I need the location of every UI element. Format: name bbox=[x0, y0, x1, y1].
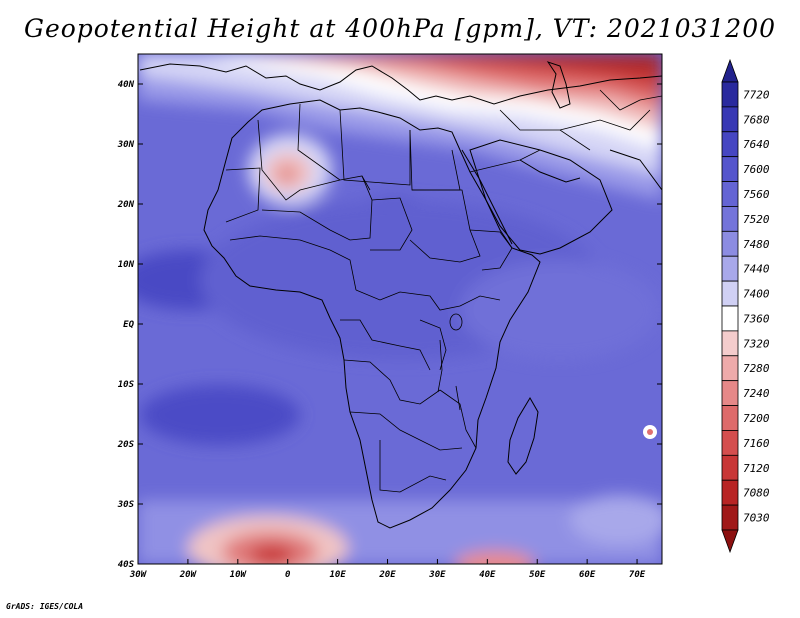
lon-tick-label: 40E bbox=[479, 570, 496, 580]
africa-coastline bbox=[203, 99, 541, 529]
colorbar-swatch bbox=[721, 280, 739, 307]
colorbar-swatch bbox=[721, 106, 739, 133]
colorbar-swatch bbox=[721, 330, 739, 357]
footer-credit: GrADS: IGES/COLA bbox=[6, 602, 84, 611]
lon-tick-label: 60E bbox=[579, 570, 596, 580]
colorbar-label: 7160 bbox=[743, 437, 770, 450]
lat-tick-label: 20S bbox=[117, 440, 135, 450]
colorbar-label: 7440 bbox=[743, 263, 770, 276]
red-sea-coastline bbox=[461, 149, 513, 245]
colorbar-top-arrow bbox=[721, 58, 739, 83]
colorbar-swatch bbox=[721, 206, 739, 232]
colorbar-label: 7240 bbox=[743, 387, 770, 400]
border-line bbox=[355, 289, 501, 311]
border-line bbox=[297, 103, 341, 181]
lon-tick-label: 0 bbox=[285, 570, 291, 580]
coastlines bbox=[139, 61, 662, 529]
lat-tick-label: 20N bbox=[117, 200, 135, 210]
latitude-axis: 40N 30N 20N 10N EQ 10S 20S 30S 40S bbox=[117, 80, 662, 570]
colorbar-label: 7280 bbox=[743, 362, 770, 375]
border-line bbox=[469, 149, 541, 173]
colorbar-swatch bbox=[721, 504, 739, 531]
colorbar-bottom-arrow bbox=[721, 529, 739, 554]
colorbar-swatch bbox=[721, 380, 739, 406]
height-field bbox=[138, 54, 662, 564]
lakes bbox=[437, 313, 463, 411]
lat-tick-label: 10S bbox=[118, 380, 135, 390]
country-borders bbox=[225, 89, 662, 493]
colorbar-swatch bbox=[721, 181, 739, 207]
lon-tick-label: 10W bbox=[230, 570, 248, 580]
border-line bbox=[469, 229, 513, 271]
lon-tick-label: 20W bbox=[179, 570, 198, 580]
lon-tick-label: 10E bbox=[329, 570, 346, 580]
border-line bbox=[225, 167, 261, 223]
colorbar-label: 7320 bbox=[743, 337, 770, 350]
colorbar-label: 7400 bbox=[743, 288, 770, 301]
lon-tick-label: 30W bbox=[129, 570, 148, 580]
colorbar-label: 7080 bbox=[743, 487, 770, 500]
border-line bbox=[379, 440, 447, 493]
lon-tick-label: 50E bbox=[529, 570, 546, 580]
colorbar-swatch bbox=[721, 454, 739, 481]
lake-malawi bbox=[455, 385, 461, 411]
border-line bbox=[409, 189, 481, 263]
caspian-sea-coastline bbox=[546, 61, 571, 109]
border-line bbox=[343, 359, 441, 405]
lat-tick-label: EQ bbox=[123, 320, 134, 330]
island-anomaly-core bbox=[647, 429, 653, 435]
lon-tick-label: 30E bbox=[428, 570, 446, 580]
colorbar-swatch bbox=[721, 305, 739, 332]
colorbar-label: 7200 bbox=[743, 412, 770, 425]
colorbar-label: 7640 bbox=[743, 138, 770, 151]
border-line bbox=[439, 389, 477, 449]
lat-tick-label: 10N bbox=[118, 260, 135, 270]
colorbar-swatch bbox=[721, 131, 739, 158]
colorbar-label: 7480 bbox=[743, 238, 770, 251]
map-title: Geopotential Height at 400hPa [gpm], VT:… bbox=[23, 14, 777, 43]
lat-tick-label: 40S bbox=[118, 560, 135, 570]
colorbar: 7720 7680 7640 7600 7560 7520 7480 7440 7400 7360… bbox=[721, 58, 770, 554]
india-coastline bbox=[609, 149, 662, 191]
europe-coastline bbox=[139, 63, 662, 105]
lake-tanganyika bbox=[437, 339, 443, 393]
colorbar-swatch bbox=[721, 479, 739, 506]
lat-tick-label: 30N bbox=[117, 140, 135, 150]
border-line bbox=[370, 197, 413, 251]
colorbar-swatch bbox=[721, 230, 739, 257]
border-line bbox=[499, 109, 591, 151]
persian-gulf-coastline bbox=[519, 159, 581, 183]
lake-victoria bbox=[449, 313, 463, 331]
colorbar-label: 7120 bbox=[743, 462, 770, 475]
lon-tick-label: 70E bbox=[629, 570, 646, 580]
colorbar-label: 7720 bbox=[743, 88, 770, 101]
colorbar-label: 7520 bbox=[743, 213, 770, 226]
colorbar-swatch bbox=[721, 81, 739, 108]
border-line bbox=[339, 109, 411, 186]
lat-tick-label: 40N bbox=[118, 80, 135, 90]
colorbar-label: 7360 bbox=[743, 312, 770, 325]
colorbar-swatch bbox=[721, 430, 739, 456]
border-line bbox=[229, 235, 357, 291]
colorbar-swatch bbox=[721, 156, 739, 182]
border-line bbox=[349, 411, 463, 451]
lon-tick-label: 20E bbox=[378, 570, 396, 580]
longitude-axis: 30W 20W 10W 0 10E 20E 30E 40E 50E 60E 70E bbox=[129, 559, 646, 580]
madagascar-coastline bbox=[507, 397, 539, 475]
colorbar-label: 7600 bbox=[743, 163, 770, 176]
plot-frame bbox=[137, 53, 663, 565]
lat-tick-label: 30S bbox=[117, 500, 135, 510]
border-line bbox=[599, 89, 662, 111]
colorbar-swatch bbox=[721, 355, 739, 382]
border-line bbox=[419, 319, 447, 371]
colorbar-label: 7030 bbox=[743, 512, 770, 525]
border-line bbox=[340, 319, 431, 371]
colorbar-label: 7560 bbox=[743, 188, 770, 201]
colorbar-label: 7680 bbox=[743, 113, 770, 126]
colorbar-swatch bbox=[721, 255, 739, 282]
border-line bbox=[559, 109, 651, 131]
colorbar-swatch bbox=[721, 405, 739, 431]
